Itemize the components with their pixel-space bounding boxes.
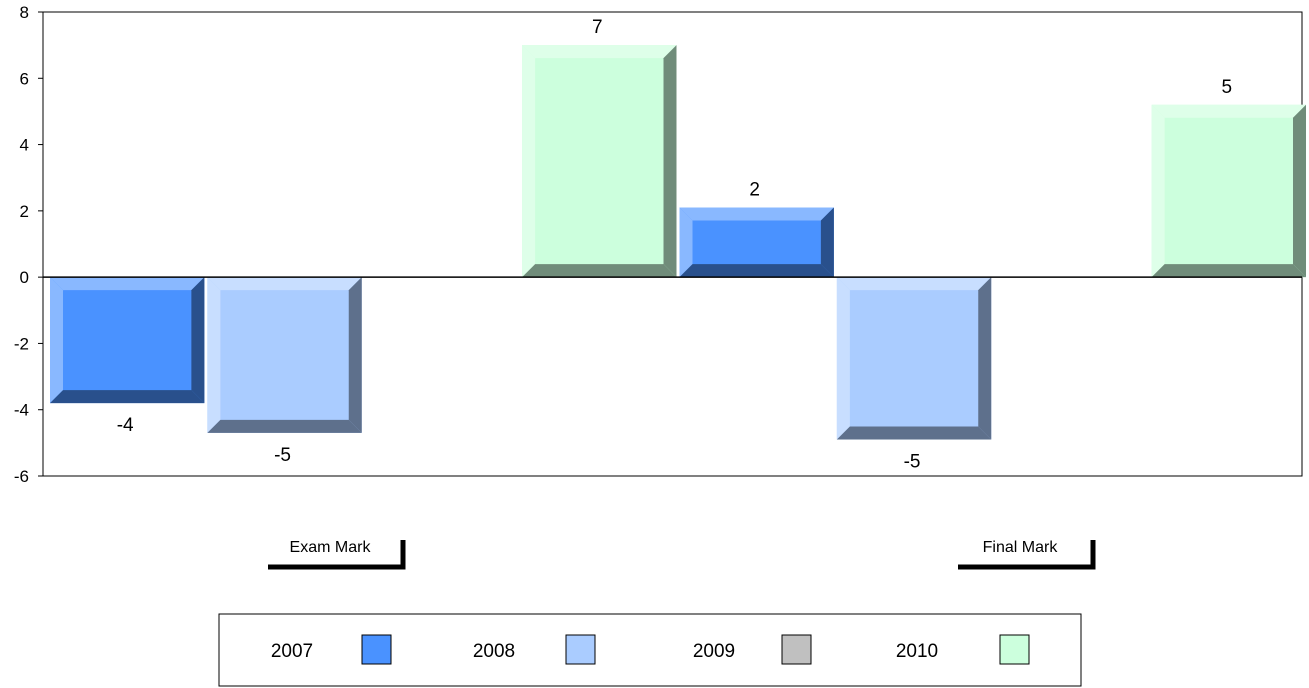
- legend-swatch: [565, 634, 596, 665]
- category-label: Exam Mark: [290, 539, 372, 556]
- y-tick-label: -4: [14, 401, 29, 420]
- category-bracket: [958, 540, 1096, 570]
- legend-swatch: [999, 634, 1030, 665]
- data-label: -5: [274, 445, 291, 466]
- bar-2010-final-mark: [1151, 104, 1306, 278]
- legend-swatch: [361, 634, 392, 665]
- bar-2008-final-mark: [836, 277, 992, 440]
- data-label: 7: [592, 17, 603, 38]
- legend-swatch: [781, 634, 812, 665]
- legend-item-2008: 2008: [473, 634, 596, 665]
- bar-2007-exam-mark: [50, 277, 205, 404]
- bar-2010-exam-mark: [522, 45, 677, 278]
- y-tick-label: 0: [20, 268, 29, 287]
- legend-item-2007: 2007: [271, 634, 392, 665]
- data-label: 2: [749, 180, 760, 201]
- legend-items: 2007 2008 2009 2010: [271, 634, 1030, 665]
- legend-item-2009: 2009: [693, 634, 812, 665]
- data-label: -5: [904, 452, 921, 473]
- bars: [50, 45, 1306, 440]
- category-label: Final Mark: [983, 539, 1059, 556]
- category-exam-mark: Exam Mark: [268, 539, 406, 570]
- data-label: -4: [117, 415, 134, 436]
- y-tick-label: 4: [20, 136, 29, 155]
- y-tick-label: 8: [20, 3, 29, 22]
- legend-label: 2007: [271, 641, 313, 662]
- legend-label: 2009: [693, 641, 735, 662]
- legend-item-2010: 2010: [896, 634, 1030, 665]
- bar-2008-exam-mark: [207, 277, 362, 433]
- x-axis-category-labels: Exam Mark Final Mark: [268, 539, 1096, 570]
- y-tick-label: -6: [14, 467, 29, 486]
- legend-box: [218, 613, 1082, 687]
- y-tick-label: -2: [14, 334, 29, 353]
- y-tick-label: 6: [20, 69, 29, 88]
- legend: 2007 2008 2009 2010: [218, 613, 1082, 687]
- data-labels: -4 2 -5 -5 7 5: [117, 17, 1232, 472]
- bar-2007-final-mark: [679, 207, 834, 278]
- y-tick-label: 2: [20, 202, 29, 221]
- data-label: 5: [1222, 77, 1233, 98]
- y-axis-ticks: -6 -4 -2 0 2 4 6 8: [14, 3, 43, 486]
- category-final-mark: Final Mark: [958, 539, 1096, 570]
- legend-label: 2008: [473, 641, 515, 662]
- legend-label: 2010: [896, 641, 938, 662]
- category-bracket: [268, 540, 406, 570]
